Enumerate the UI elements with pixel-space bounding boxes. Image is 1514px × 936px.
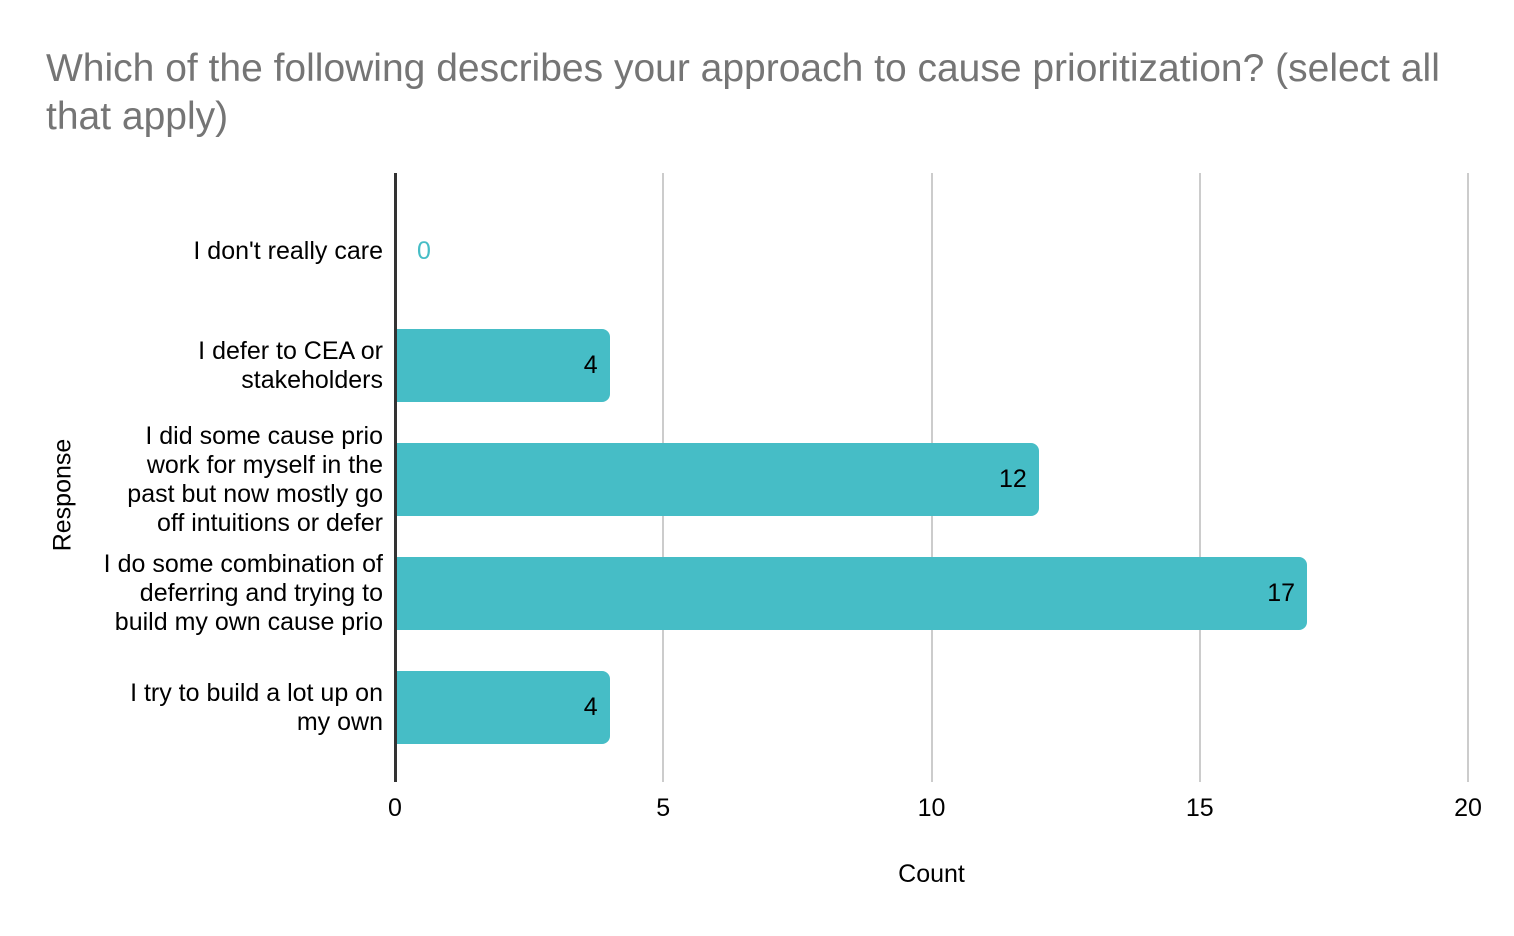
category-label: I did some cause prio work for myself in… xyxy=(95,421,383,537)
chart-row: I do some combination of deferring and t… xyxy=(95,537,1468,651)
bar-value-label: 17 xyxy=(1267,579,1296,607)
bar-value-label: 12 xyxy=(998,465,1027,493)
x-axis-tick-label: 15 xyxy=(1185,794,1214,822)
bar: 17 xyxy=(397,557,1308,630)
bar-track: 4 xyxy=(395,309,1468,423)
bar: 4 xyxy=(397,671,610,744)
category-label: I do some combination of deferring and t… xyxy=(95,537,383,651)
chart-row: I defer to CEA or stakeholders 4 xyxy=(95,309,1468,423)
gridline xyxy=(1198,173,1201,782)
chart-row: I don't really care 0 xyxy=(95,195,1468,309)
y-axis-title: Response xyxy=(48,438,77,552)
bar-value-label: 4 xyxy=(583,351,598,379)
category-label: I try to build a lot up on my own xyxy=(95,651,383,765)
category-label-text: I don't really care xyxy=(193,237,383,265)
x-axis-title: Count xyxy=(898,860,965,888)
bar-value-label: 4 xyxy=(583,693,598,721)
bar-track: 4 xyxy=(395,651,1468,765)
category-label-text: I try to build a lot up on my own xyxy=(130,678,383,736)
x-axis-tick-label: 0 xyxy=(388,794,402,822)
bar: 4 xyxy=(397,329,610,402)
chart-title: Which of the following describes your ap… xyxy=(46,47,1440,138)
bar-track: 17 xyxy=(395,537,1468,651)
category-label: I don't really care xyxy=(95,195,383,309)
category-label-text: I defer to CEA or stakeholders xyxy=(198,336,383,394)
x-axis-tick-label: 5 xyxy=(656,794,671,822)
bar-track: 12 xyxy=(395,423,1468,537)
category-label-text: I do some combination of deferring and t… xyxy=(103,550,383,636)
category-label: I defer to CEA or stakeholders xyxy=(95,309,383,423)
chart-row: I did some cause prio work for myself in… xyxy=(95,421,1468,537)
category-label-text: I did some cause prio work for myself in… xyxy=(127,421,383,537)
x-axis-tick-label: 20 xyxy=(1454,794,1482,822)
bar-value-label: 0 xyxy=(417,237,431,265)
y-axis-line xyxy=(393,173,397,782)
bar: 12 xyxy=(397,443,1039,516)
chart-row: I try to build a lot up on my own 4 xyxy=(95,651,1468,765)
gridline xyxy=(1467,173,1469,782)
bar-track: 0 xyxy=(395,195,1468,309)
x-axis-tick-label: 10 xyxy=(917,794,946,822)
